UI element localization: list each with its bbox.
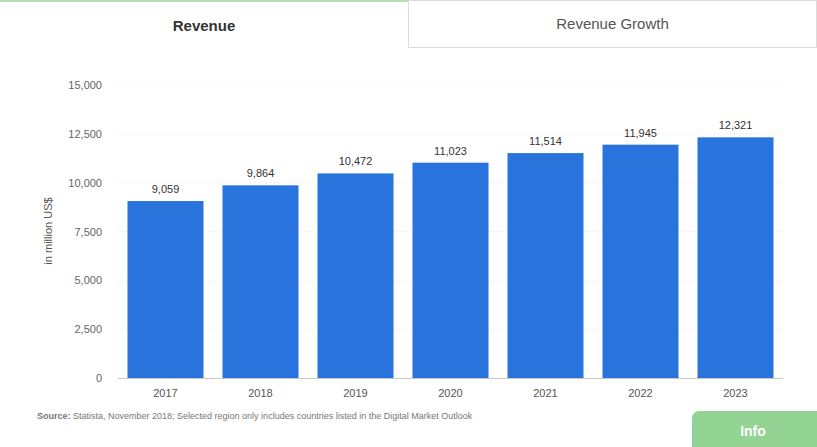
x-tick-label: 2023	[723, 387, 747, 399]
bar	[318, 173, 394, 378]
source-text: Statista, November 2018; Selected region…	[71, 411, 473, 421]
tab-background	[409, 1, 817, 48]
tab[interactable]: Revenue Growth	[409, 1, 817, 48]
grid-line	[118, 85, 783, 86]
tab-background	[1, 1, 408, 48]
source-label: Source:	[37, 411, 71, 421]
x-tick-label: 2022	[628, 387, 652, 399]
grid-line	[118, 133, 783, 134]
data-label: 9,059	[152, 183, 180, 195]
tab-active-indicator	[0, 0, 408, 2]
info-button-label[interactable]: Info	[740, 423, 766, 439]
y-axis-label: in million US$	[42, 197, 54, 264]
data-label: 11,023	[434, 145, 467, 157]
y-tick-label: 2,500	[74, 323, 102, 335]
x-axis-line	[118, 378, 783, 379]
tab-label[interactable]: Revenue	[173, 17, 236, 34]
x-tick-label: 2018	[248, 387, 272, 399]
bar	[603, 145, 679, 378]
y-tick-label: 5,000	[74, 274, 102, 286]
bar	[223, 185, 299, 378]
data-label: 11,945	[624, 127, 657, 139]
x-tick-label: 2017	[153, 387, 177, 399]
data-label: 9,864	[247, 167, 275, 179]
data-label: 10,472	[339, 155, 373, 167]
bar	[508, 153, 584, 378]
source-note: Source: Statista, November 2018; Selecte…	[37, 411, 473, 421]
chart-canvas: Revenue Revenue Growth 0 2,500 5,000 7,500 10,…	[0, 0, 817, 447]
info-button[interactable]: Info	[692, 411, 817, 447]
data-label: 11,514	[529, 135, 562, 147]
bar	[128, 201, 204, 378]
x-tick-label: 2019	[343, 387, 367, 399]
info-button-background[interactable]	[692, 411, 817, 447]
x-tick-label: 2020	[438, 387, 462, 399]
bar	[413, 163, 489, 378]
y-tick-label: 15,000	[68, 79, 102, 91]
y-tick-label: 10,000	[68, 177, 102, 189]
y-tick-label: 12,500	[68, 128, 102, 140]
bars	[128, 137, 774, 378]
y-tick-label: 7,500	[74, 226, 102, 238]
data-label: 12,321	[719, 119, 753, 131]
bar	[698, 137, 774, 378]
x-tick-label: 2021	[533, 387, 557, 399]
tab[interactable]: Revenue	[0, 0, 408, 48]
tab-label[interactable]: Revenue Growth	[556, 15, 669, 32]
y-tick-label: 0	[96, 372, 102, 384]
